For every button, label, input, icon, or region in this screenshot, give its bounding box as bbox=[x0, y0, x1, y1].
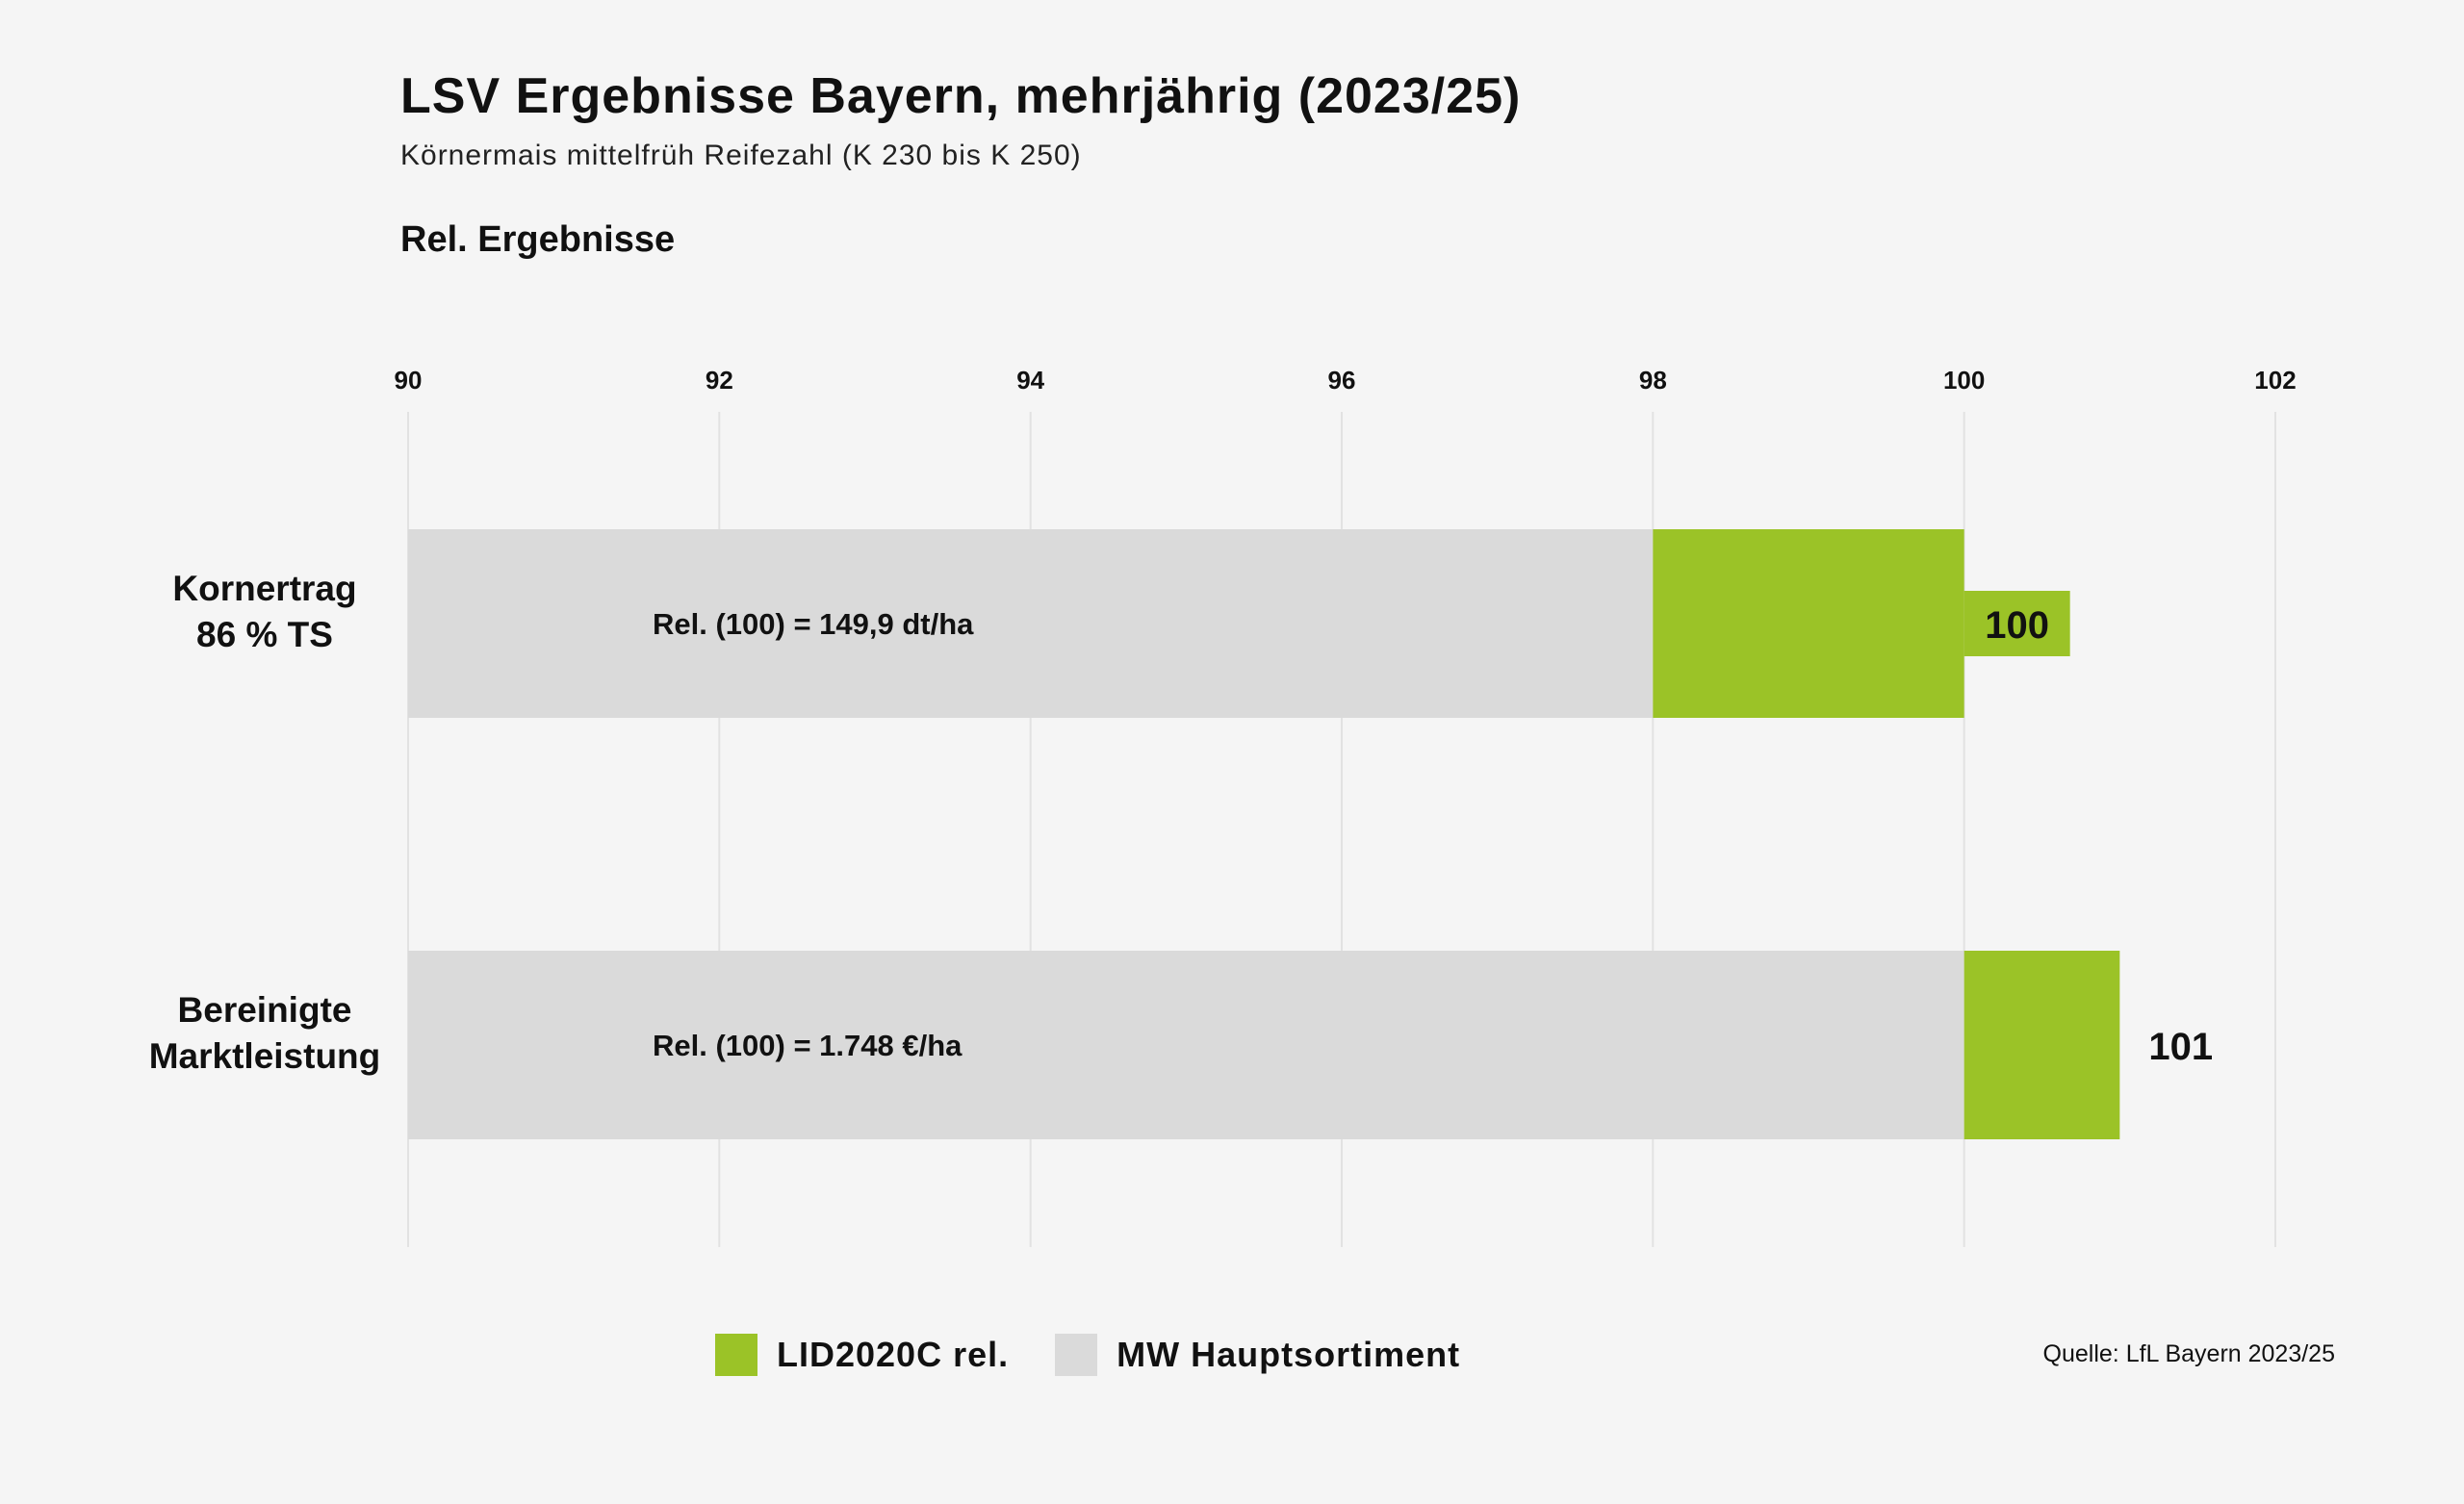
bar-lid2020c bbox=[1964, 951, 2120, 1139]
x-tick-label: 96 bbox=[1328, 366, 1356, 395]
legend-label-lid2020c: LID2020C rel. bbox=[777, 1335, 1010, 1374]
reference-annotation: Rel. (100) = 149,9 dt/ha bbox=[653, 607, 974, 641]
section-heading: Rel. Ergebnisse bbox=[400, 219, 676, 260]
bar-mw-hauptsortiment bbox=[408, 951, 1964, 1139]
x-tick-label: 100 bbox=[1943, 366, 1985, 395]
value-label: 100 bbox=[1985, 604, 2049, 647]
chart-subtitle: Körnermais mittelfrüh Reifezahl (K 230 b… bbox=[400, 140, 1082, 171]
x-tick-label: 92 bbox=[706, 366, 733, 395]
legend-item-lid2020c: LID2020C rel. bbox=[715, 1334, 1009, 1376]
source-note: Quelle: LfL Bayern 2023/25 bbox=[2042, 1340, 2335, 1367]
category-label: Kornertrag 86 % TS bbox=[172, 569, 356, 654]
x-tick-label: 90 bbox=[395, 366, 423, 395]
bar-mw-hauptsortiment bbox=[408, 529, 1654, 718]
value-label: 101 bbox=[2148, 1026, 2213, 1068]
chart-title: LSV Ergebnisse Bayern, mehrjährig (2023/… bbox=[400, 68, 1522, 124]
x-tick-label: 98 bbox=[1639, 366, 1667, 395]
legend-swatch-lid2020c bbox=[715, 1334, 757, 1376]
legend-item-mw-hauptsortiment: MW Hauptsortiment bbox=[1055, 1334, 1460, 1376]
category-label: Bereinigte Marktleistung bbox=[149, 990, 381, 1076]
reference-annotation: Rel. (100) = 1.748 €/ha bbox=[653, 1029, 962, 1062]
legend-label-mw-hauptsortiment: MW Hauptsortiment bbox=[1116, 1335, 1461, 1374]
x-tick-label: 94 bbox=[1016, 366, 1044, 395]
bar-lid2020c bbox=[1653, 529, 1964, 718]
legend: LID2020C rel. MW Hauptsortiment bbox=[715, 1334, 1506, 1376]
value-label-box bbox=[1964, 591, 2070, 656]
legend-swatch-mw-hauptsortiment bbox=[1055, 1334, 1098, 1376]
x-tick-label: 102 bbox=[2254, 366, 2296, 395]
